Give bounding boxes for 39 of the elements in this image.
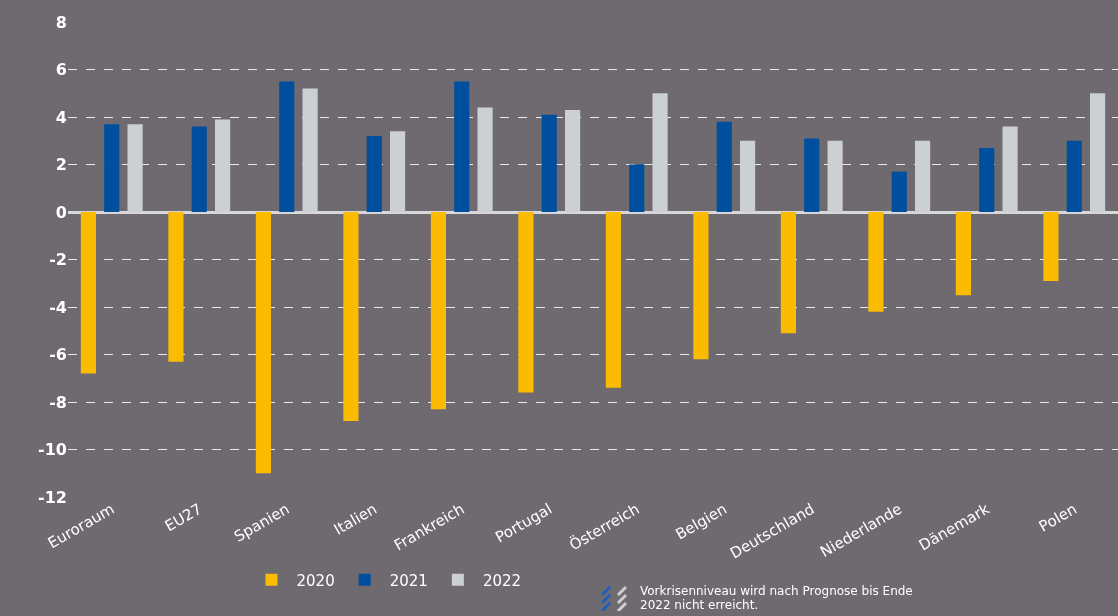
bar (780, 212, 796, 334)
y-tick-label: 0 (55, 202, 67, 222)
bar (104, 124, 120, 212)
bar (955, 212, 971, 296)
bar (716, 121, 732, 212)
bar (168, 212, 184, 362)
bar (366, 136, 382, 212)
bar (343, 212, 359, 421)
bar (518, 212, 534, 393)
y-tick-label: -8 (49, 392, 67, 412)
y-tick-label: -6 (49, 345, 67, 365)
y-tick-label: 2 (55, 155, 67, 175)
bar (605, 212, 621, 388)
bar (891, 171, 907, 212)
legend-label: 2020 (296, 571, 335, 590)
bar (255, 212, 271, 474)
y-tick-label: -10 (38, 440, 67, 460)
y-tick-label: -12 (38, 487, 67, 507)
bar (804, 138, 820, 212)
bar (693, 212, 709, 360)
bar (868, 212, 884, 312)
bar (430, 212, 446, 410)
legend-label: 2021 (389, 571, 428, 590)
y-tick-label: -4 (49, 297, 67, 317)
bar (191, 126, 207, 212)
y-tick-label: 4 (55, 107, 67, 127)
y-tick-label: 8 (55, 12, 67, 32)
legend-label: 2022 (482, 571, 522, 590)
y-tick-label: 6 (55, 60, 67, 80)
bar (541, 114, 557, 212)
bar (1066, 140, 1082, 212)
bar (1043, 212, 1059, 281)
bar (279, 81, 295, 212)
bar (629, 164, 645, 212)
text: Vorkrisenniveau wird nach Prognose bis Ende 2022 nicht erreicht. (640, 584, 914, 612)
bar (454, 81, 470, 212)
bar (80, 212, 96, 374)
bar (979, 147, 995, 212)
y-tick-label: -2 (49, 250, 67, 270)
